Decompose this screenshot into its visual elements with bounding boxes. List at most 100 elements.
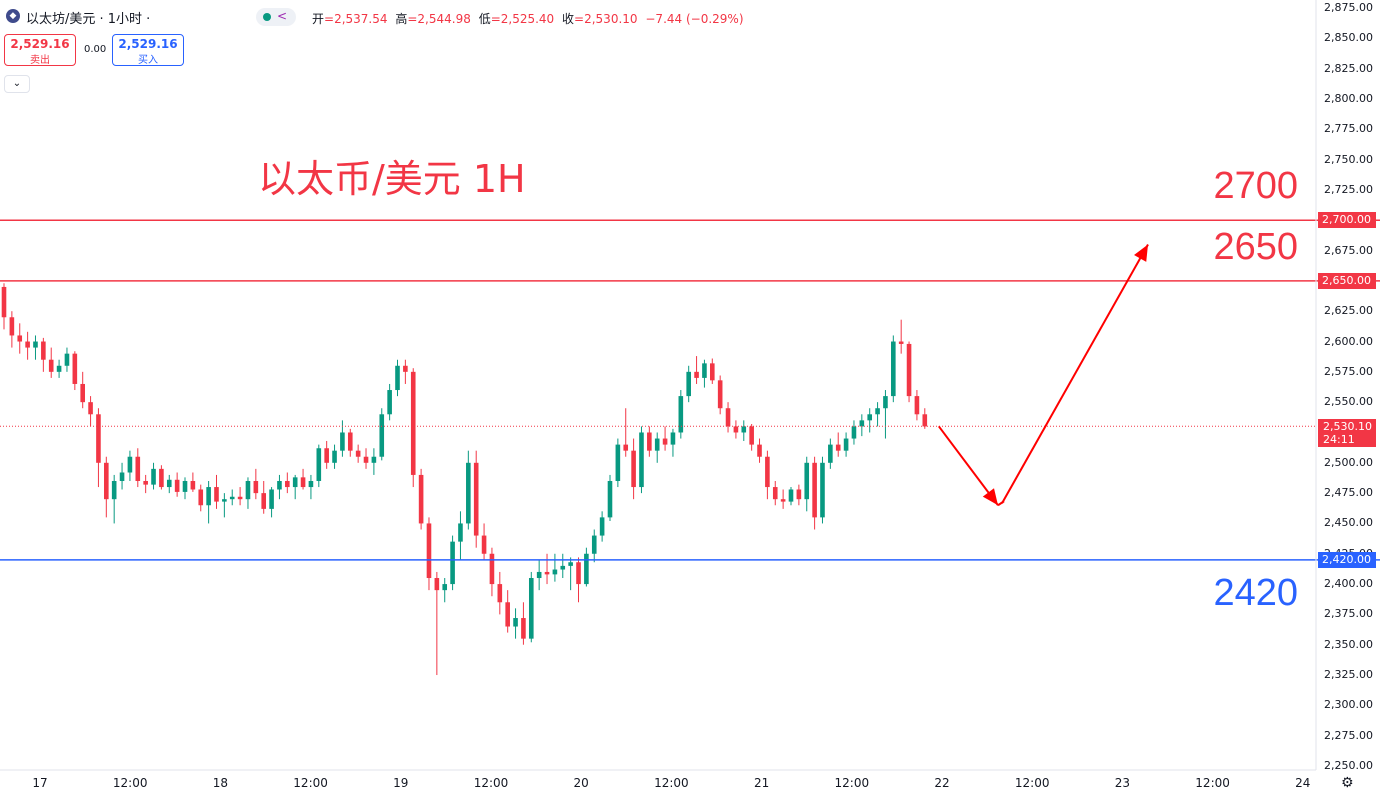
annotation-2650[interactable]: 2650 <box>1213 226 1298 268</box>
candle[interactable] <box>159 465 164 490</box>
candle[interactable] <box>135 448 141 488</box>
candle[interactable] <box>694 356 699 384</box>
candle[interactable] <box>733 420 739 439</box>
candle[interactable] <box>48 347 54 378</box>
candle[interactable] <box>607 474 613 522</box>
candle[interactable] <box>481 523 487 560</box>
candle[interactable] <box>922 408 928 429</box>
candle[interactable] <box>292 474 298 500</box>
candle[interactable] <box>875 402 880 427</box>
candle[interactable] <box>434 571 440 676</box>
candle[interactable] <box>355 444 361 463</box>
candle[interactable] <box>741 420 747 441</box>
candle[interactable] <box>198 484 204 512</box>
indicator-pill[interactable]: < <box>256 8 296 26</box>
candle[interactable] <box>222 493 227 518</box>
candle[interactable] <box>182 477 188 500</box>
candle[interactable] <box>686 365 691 403</box>
candle[interactable] <box>371 448 377 475</box>
candle[interactable] <box>143 474 148 494</box>
candle[interactable] <box>536 559 542 591</box>
candle[interactable] <box>324 440 329 469</box>
candle[interactable] <box>261 480 267 514</box>
candle[interactable] <box>56 359 62 378</box>
candle[interactable] <box>725 402 731 433</box>
candle[interactable] <box>584 547 589 587</box>
candle[interactable] <box>812 456 817 530</box>
candle[interactable] <box>395 359 400 397</box>
candle[interactable] <box>489 547 495 597</box>
candle[interactable] <box>466 450 471 530</box>
candle[interactable] <box>458 511 463 560</box>
candle[interactable] <box>285 472 290 494</box>
candle[interactable] <box>505 590 510 633</box>
candle[interactable] <box>851 420 857 445</box>
candle[interactable] <box>591 529 597 563</box>
candle[interactable] <box>568 557 573 591</box>
candle[interactable] <box>544 553 550 585</box>
annotation-2700[interactable]: 2700 <box>1213 165 1298 207</box>
candle[interactable] <box>166 474 172 494</box>
candle[interactable] <box>127 450 133 481</box>
candle[interactable] <box>788 487 794 506</box>
candle[interactable] <box>473 450 479 548</box>
candle[interactable] <box>780 489 786 509</box>
candle[interactable] <box>9 311 15 348</box>
candle[interactable] <box>804 456 810 512</box>
candle[interactable] <box>757 438 762 463</box>
candle[interactable] <box>521 602 526 645</box>
candle[interactable] <box>206 480 211 524</box>
candle[interactable] <box>80 371 85 409</box>
candle[interactable] <box>426 517 432 591</box>
candle[interactable] <box>332 444 337 469</box>
candle[interactable] <box>403 359 408 384</box>
candle[interactable] <box>560 553 566 579</box>
annotation-2420[interactable]: 2420 <box>1213 572 1298 614</box>
chart-annotation-title[interactable]: 以太币/美元 1H <box>258 157 526 201</box>
candle[interactable] <box>710 358 715 384</box>
candle[interactable] <box>347 428 353 457</box>
candle[interactable] <box>552 553 558 582</box>
candle[interactable] <box>214 474 219 509</box>
candle[interactable] <box>277 474 282 500</box>
candle[interactable] <box>898 319 904 354</box>
candle[interactable] <box>914 390 920 421</box>
candle[interactable] <box>96 408 101 488</box>
candle[interactable] <box>678 390 684 439</box>
candle[interactable] <box>662 426 668 451</box>
candle[interactable] <box>308 474 314 500</box>
candle[interactable] <box>623 408 629 457</box>
candle[interactable] <box>843 432 849 457</box>
chevron-down-icon[interactable]: ⌄ <box>4 75 30 93</box>
candle[interactable] <box>702 359 707 388</box>
candle[interactable] <box>615 438 621 488</box>
candle[interactable] <box>418 468 424 530</box>
candle[interactable] <box>300 468 306 490</box>
candle[interactable] <box>883 390 888 439</box>
candle[interactable] <box>835 432 841 457</box>
projection-arrows[interactable] <box>937 244 1149 507</box>
candle[interactable] <box>513 608 518 639</box>
candle[interactable] <box>639 426 644 494</box>
buy-button[interactable]: 2,529.16 买入 <box>112 34 184 66</box>
candle[interactable] <box>647 426 652 457</box>
candle[interactable] <box>906 341 912 403</box>
candle[interactable] <box>229 489 235 506</box>
candle[interactable] <box>1 283 7 330</box>
candle[interactable] <box>891 335 896 403</box>
candle[interactable] <box>410 368 416 488</box>
candle[interactable] <box>41 337 46 372</box>
candle[interactable] <box>363 448 369 469</box>
candle[interactable] <box>654 432 660 463</box>
candle[interactable] <box>33 335 38 360</box>
candle[interactable] <box>796 484 802 506</box>
candle[interactable] <box>119 462 125 490</box>
candle[interactable] <box>190 472 196 492</box>
candle[interactable] <box>859 414 865 437</box>
candle[interactable] <box>717 375 723 415</box>
candle[interactable] <box>631 438 636 500</box>
candle[interactable] <box>237 487 243 506</box>
candle[interactable] <box>174 472 180 497</box>
candle[interactable] <box>387 383 392 421</box>
